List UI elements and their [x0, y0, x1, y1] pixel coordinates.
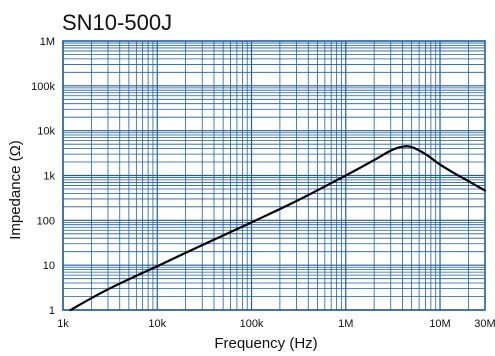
y-tick-label: 10k [37, 126, 55, 138]
x-tick-label: 30M [474, 318, 495, 330]
grid [62, 41, 486, 311]
impedance-curve [69, 145, 487, 312]
x-tick-label: 10k [148, 318, 166, 330]
x-axis-label: Frequency (Hz) [214, 335, 317, 352]
y-tick-label: 1 [49, 305, 55, 317]
y-tick-label: 1k [43, 171, 55, 183]
x-tick-label: 10M [429, 318, 450, 330]
chart-title: SN10-500J [62, 10, 172, 35]
y-tick-label: 100 [37, 215, 55, 227]
y-tick-labels: 1 10 100 1k 10k 100k 1M [31, 36, 55, 317]
y-axis-label: Impedance (Ω) [7, 140, 24, 240]
x-tick-labels: 1k 10k 100k 1M 10M 30M [57, 318, 495, 330]
y-tick-label: 1M [40, 36, 55, 48]
x-tick-label: 1k [57, 318, 69, 330]
x-tick-label: 1M [338, 318, 353, 330]
y-tick-label: 10 [43, 260, 55, 272]
y-tick-label: 100k [31, 81, 55, 93]
x-tick-label: 100k [240, 318, 264, 330]
plot-frame [62, 40, 486, 311]
